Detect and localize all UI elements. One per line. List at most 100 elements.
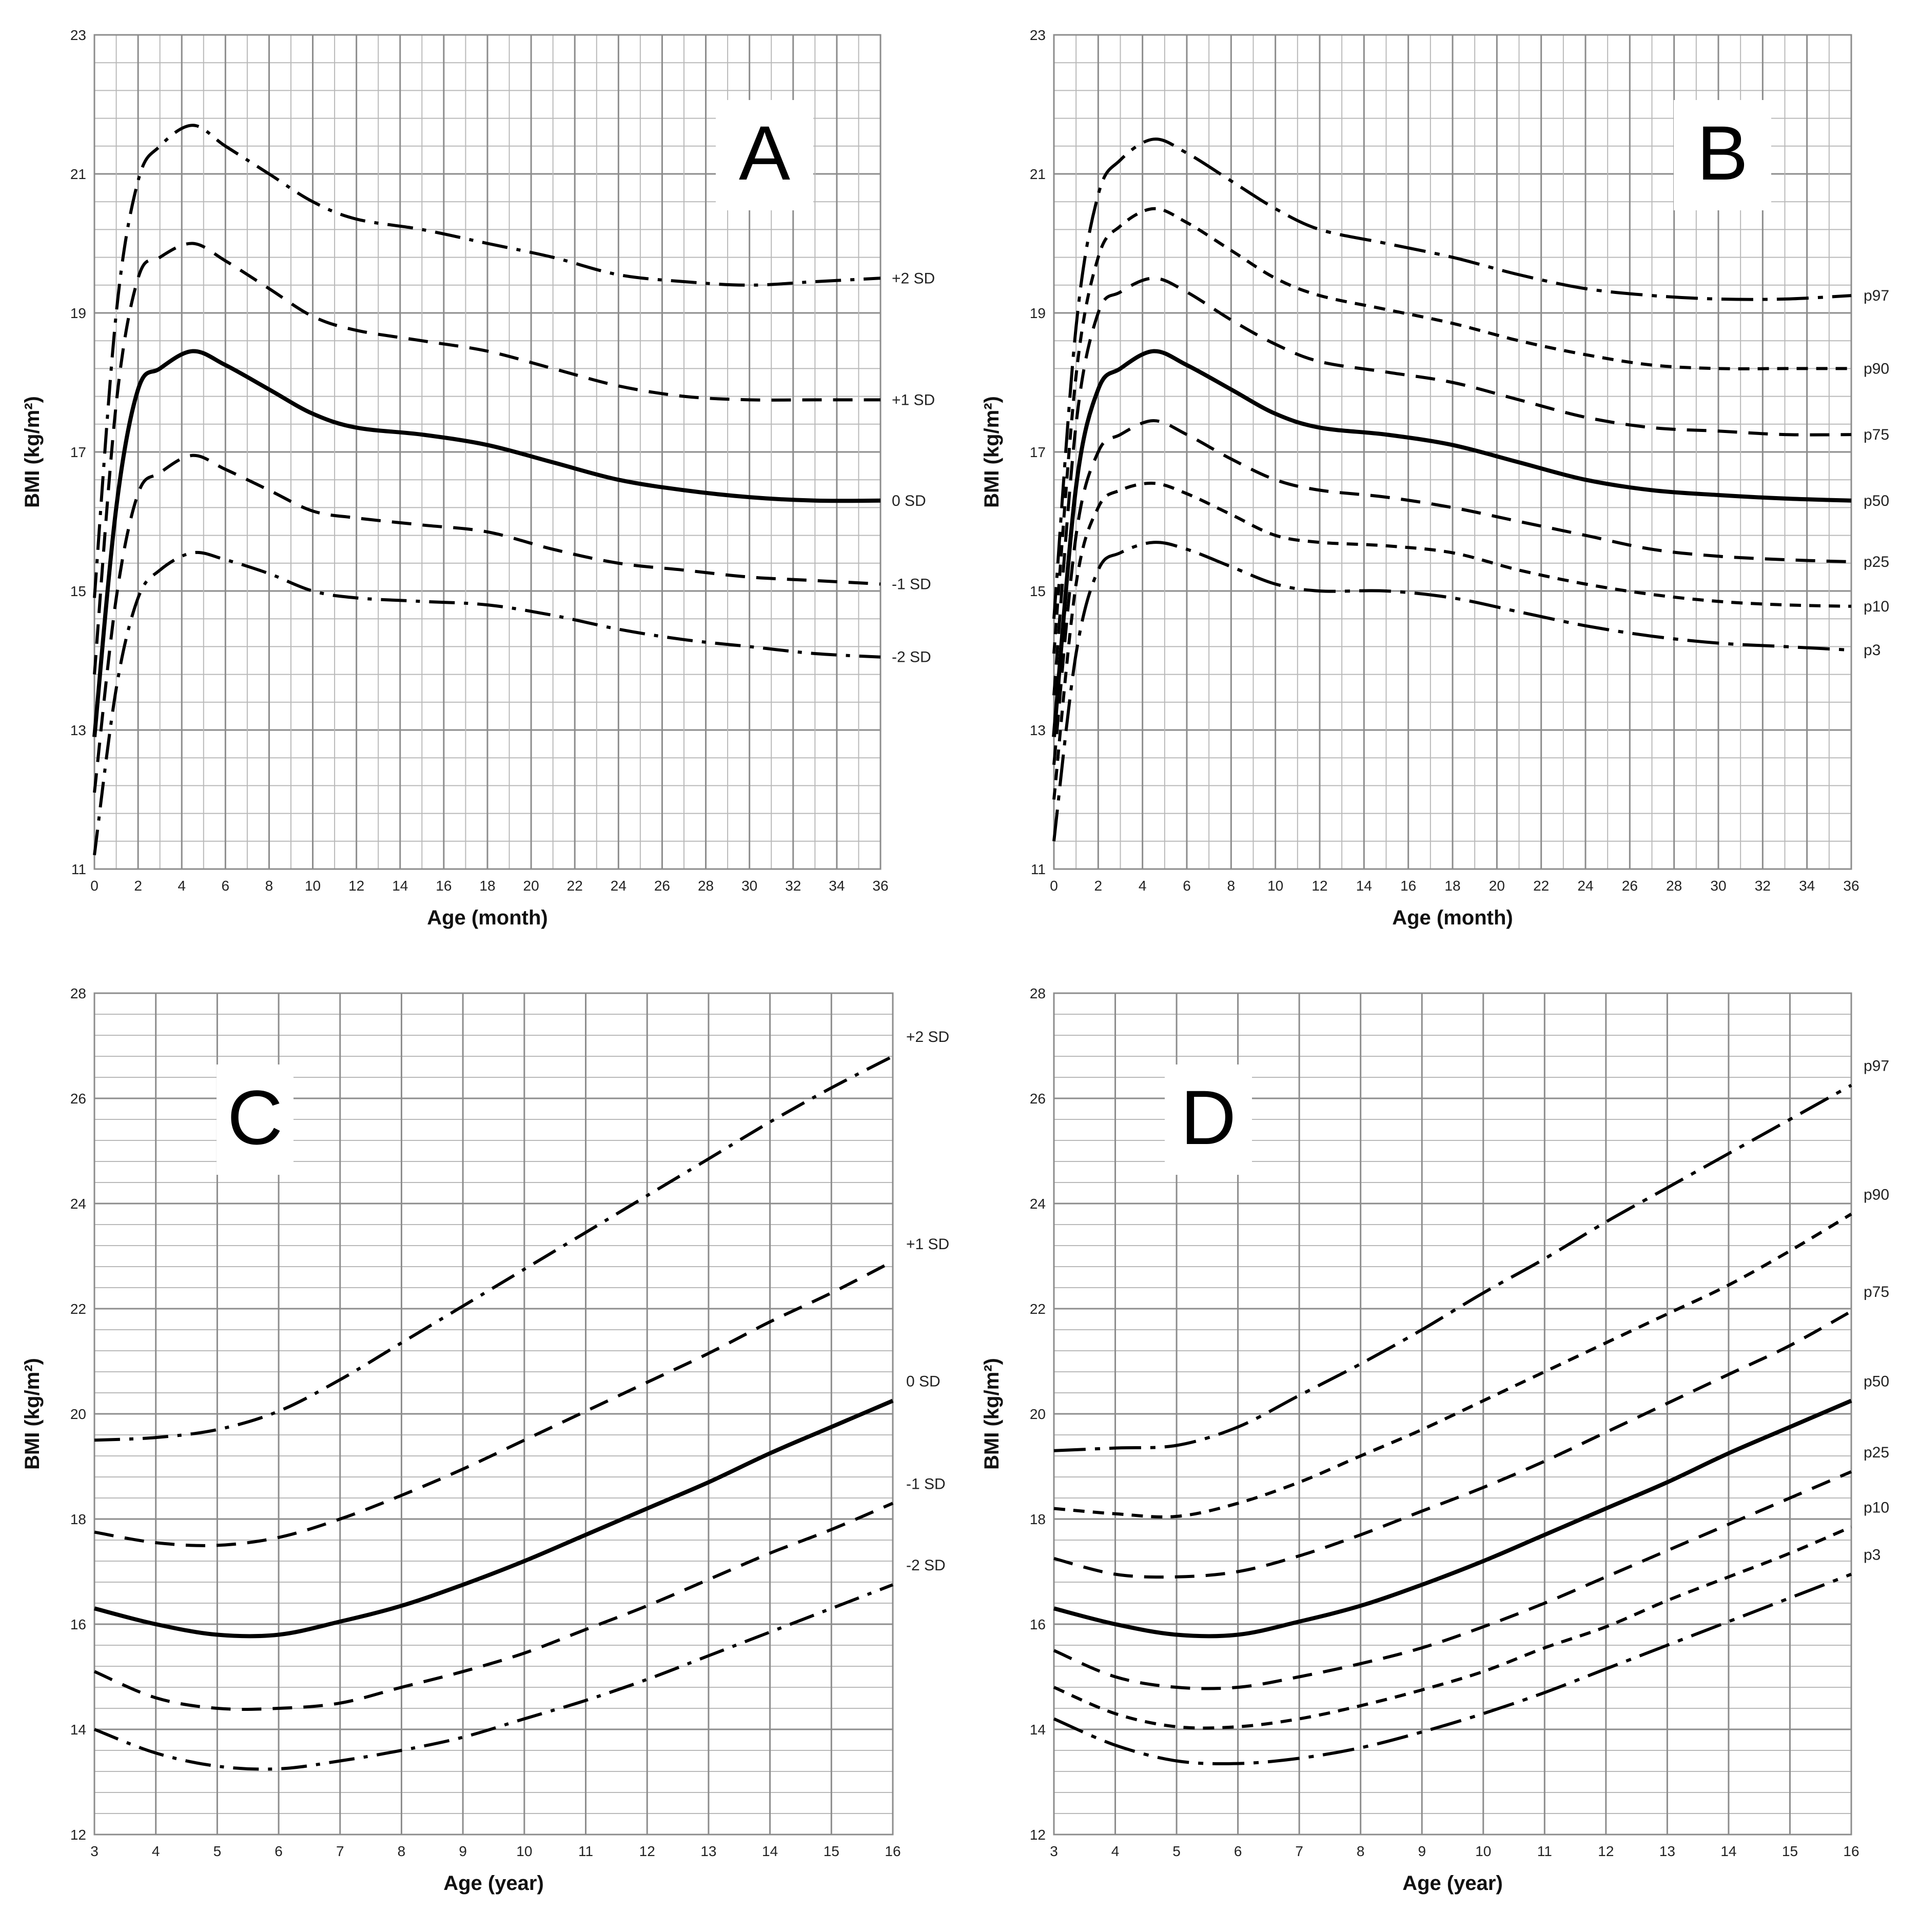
series-line-p50 (1053, 1398, 1852, 1639)
x-tick-labels-d: 3 4 5 6 7 8 9 10 11 12 13 14 15 16 (1050, 1843, 1859, 1859)
x-tick-label: 10 (516, 1843, 532, 1859)
panel-letter-d: D (1165, 1064, 1252, 1175)
y-tick-label: 24 (1030, 1196, 1046, 1212)
x-tick-label: 0 (1050, 878, 1058, 894)
x-tick-label: 7 (336, 1843, 344, 1859)
x-tick-label: 24 (1577, 878, 1593, 894)
y-tick-label: 20 (1030, 1406, 1046, 1422)
x-tick-label: 0 (90, 878, 99, 894)
x-tick-label: 12 (348, 878, 364, 894)
series-line-p50 (1052, 349, 1852, 737)
plot-area-frame-a (93, 34, 882, 870)
series-line-minus2sd (93, 550, 881, 856)
series-line-plus1sd (93, 242, 880, 675)
x-tick-label: 10 (305, 878, 321, 894)
y-tick-label: 22 (1030, 1301, 1046, 1317)
x-tick-label: 16 (436, 878, 452, 894)
x-tick-label: 16 (1843, 1843, 1859, 1859)
series-line-0sd (94, 1398, 894, 1639)
x-tick-label: 3 (1050, 1843, 1058, 1859)
series-label-minus2sd: -2 SD (892, 649, 931, 666)
series-label-p10: p10 (1864, 598, 1889, 615)
x-tick-label: 34 (829, 878, 845, 894)
x-tick-labels-c: 3 4 5 6 7 8 9 10 11 12 13 14 15 16 (90, 1843, 900, 1859)
x-tick-label: 32 (785, 878, 801, 894)
series-label-0sd: 0 SD (892, 492, 926, 509)
y-tick-label: 13 (70, 722, 86, 738)
x-tick-label: 26 (1622, 878, 1638, 894)
y-tick-label: 18 (70, 1511, 86, 1527)
x-tick-label: 16 (1400, 878, 1416, 894)
x-tick-label: 4 (178, 878, 186, 894)
y-tick-label: 16 (70, 1616, 86, 1632)
x-tick-label: 13 (700, 1843, 716, 1859)
x-tick-label: 30 (1710, 878, 1726, 894)
y-tick-label: 20 (70, 1406, 86, 1422)
x-axis-title-d: Age (year) (1402, 1872, 1503, 1895)
series-line-plus1sd (94, 1260, 894, 1547)
series-line-0sd (92, 349, 881, 737)
series-label-minus1sd: -1 SD (906, 1475, 946, 1492)
y-tick-label: 17 (70, 444, 86, 460)
series-group-a: +2 SD +1 SD 0 SD -1 SD -2 SD (92, 124, 935, 856)
series-line-p97 (1052, 137, 1852, 619)
y-tick-label: 15 (1030, 583, 1046, 599)
x-tick-label: 6 (1183, 878, 1191, 894)
y-tick-label: 26 (70, 1091, 86, 1107)
x-tick-label: 10 (1267, 878, 1283, 894)
x-tick-label: 24 (611, 878, 626, 894)
x-tick-label: 36 (872, 878, 888, 894)
x-tick-label: 20 (1489, 878, 1505, 894)
y-tick-labels-b: 11 13 15 17 19 21 23 (1030, 27, 1046, 877)
series-group-d: p97 p90 p75 p50 p25 p10 p3 (1053, 1057, 1889, 1766)
y-tick-label: 14 (1030, 1722, 1046, 1738)
x-tick-label: 14 (1356, 878, 1372, 894)
series-line-p3 (1052, 541, 1852, 842)
series-group-b: p97 p90 p75 p50 p25 p10 p3 (1052, 137, 1889, 842)
y-tick-labels-c: 12 14 16 18 20 22 24 26 28 (70, 985, 86, 1843)
y-tick-label: 12 (1030, 1827, 1046, 1843)
series-label-plus1sd: +1 SD (906, 1236, 949, 1253)
series-line-p97 (1053, 1083, 1852, 1452)
x-tick-label: 12 (1598, 1843, 1614, 1859)
x-tick-label: 10 (1475, 1843, 1491, 1859)
y-tick-label: 23 (70, 27, 86, 43)
panel-letter-background (716, 100, 813, 210)
series-line-p10 (1053, 1525, 1852, 1730)
series-line-p25 (1052, 419, 1852, 765)
x-tick-label: 20 (523, 878, 539, 894)
series-label-p25: p25 (1864, 554, 1889, 570)
x-tick-labels-a: 0 2 4 6 8 10 12 14 16 18 20 22 24 26 28 30 32 34 36 (90, 878, 888, 894)
series-line-p90 (1052, 207, 1851, 654)
y-tick-label: 22 (70, 1301, 86, 1317)
y-tick-label: 21 (70, 166, 86, 182)
x-tick-label: 11 (578, 1843, 593, 1859)
y-tick-label: 15 (70, 583, 86, 599)
panel-letter-text: A (739, 110, 790, 196)
x-tick-label: 5 (1172, 1843, 1181, 1859)
y-tick-label: 23 (1030, 27, 1046, 43)
x-tick-label: 2 (1094, 878, 1103, 894)
series-line-p25 (1053, 1470, 1852, 1690)
x-tick-label: 8 (398, 1843, 406, 1859)
y-tick-label: 11 (71, 861, 86, 877)
series-label-p90: p90 (1864, 360, 1889, 377)
x-tick-label: 4 (152, 1843, 160, 1859)
y-axis-title-a: BMI (kg/m²) (21, 396, 44, 508)
x-tick-label: 18 (479, 878, 495, 894)
series-line-minus1sd (93, 454, 881, 793)
series-label-0sd: 0 SD (906, 1373, 941, 1390)
panel-letter-background (217, 1064, 293, 1175)
x-tick-label: 6 (1234, 1843, 1242, 1859)
y-tick-label: 19 (70, 305, 86, 321)
y-tick-label: 28 (70, 985, 86, 1001)
x-tick-label: 28 (1666, 878, 1682, 894)
series-label-minus1sd: -1 SD (892, 576, 931, 593)
x-tick-label: 28 (698, 878, 714, 894)
y-axis-title-c: BMI (kg/m²) (21, 1358, 44, 1470)
y-tick-labels-d: 12 14 16 18 20 22 24 26 28 (1030, 985, 1046, 1843)
y-tick-label: 24 (70, 1196, 86, 1212)
